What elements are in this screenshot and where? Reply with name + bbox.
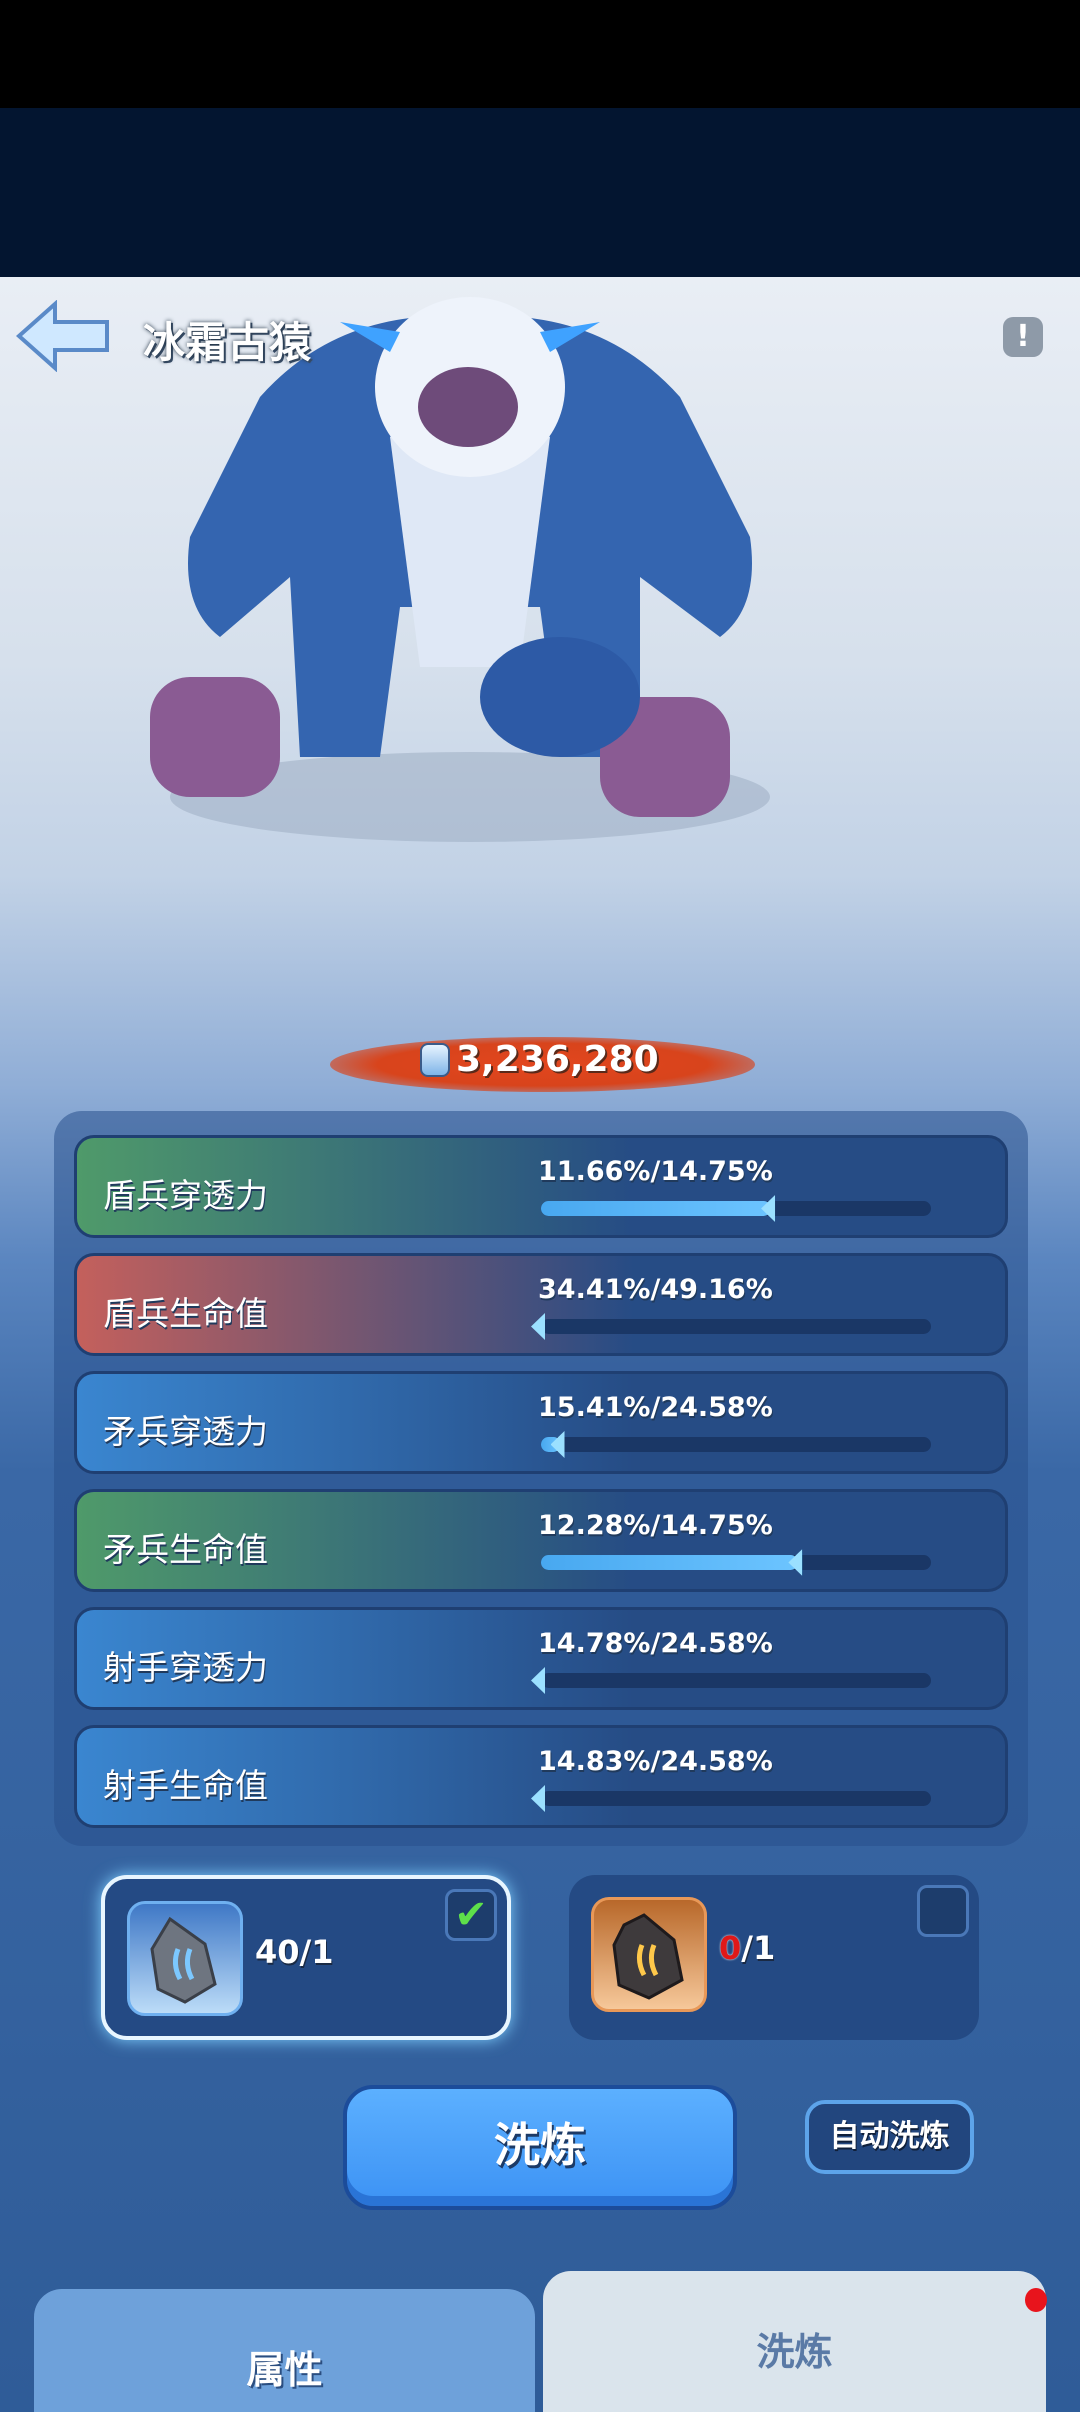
auto-wash-button[interactable]: 自动洗炼 bbox=[805, 2100, 974, 2174]
stat-value: 14.83%/24.58% bbox=[538, 1746, 773, 1777]
stat-row: 矛兵穿透力 15.41%/24.58% bbox=[74, 1371, 1008, 1474]
progress-fill bbox=[541, 1201, 772, 1216]
stat-row: 射手穿透力 14.78%/24.58% bbox=[74, 1607, 1008, 1710]
stat-value: 14.78%/24.58% bbox=[538, 1628, 773, 1659]
progress-tip bbox=[788, 1549, 803, 1576]
stat-label: 射手生命值 bbox=[103, 1766, 268, 1805]
row-highlight bbox=[77, 1374, 634, 1471]
stat-row: 盾兵穿透力 11.66%/14.75% bbox=[74, 1135, 1008, 1238]
combat-power-value: 3,236,280 bbox=[456, 1039, 659, 1080]
power-glow bbox=[330, 1037, 755, 1092]
stat-label: 盾兵穿透力 bbox=[103, 1176, 268, 1215]
progress-bar bbox=[531, 1313, 931, 1340]
progress-bar bbox=[541, 1195, 931, 1222]
top-band bbox=[0, 108, 1080, 277]
progress-bar bbox=[531, 1667, 931, 1694]
row-highlight bbox=[77, 1728, 634, 1825]
checkbox-checked[interactable]: ✔ bbox=[445, 1889, 497, 1941]
back-button[interactable] bbox=[15, 299, 111, 373]
row-highlight bbox=[77, 1138, 634, 1235]
fist-icon bbox=[420, 1042, 450, 1077]
progress-fill bbox=[541, 1555, 799, 1570]
stat-label: 射手穿透力 bbox=[103, 1648, 268, 1687]
stat-value: 12.28%/14.75% bbox=[538, 1510, 773, 1541]
row-highlight bbox=[77, 1256, 634, 1353]
material-count: 40/1 bbox=[255, 1933, 334, 1971]
row-highlight bbox=[77, 1492, 634, 1589]
stat-value: 34.41%/49.16% bbox=[538, 1274, 773, 1305]
stat-label: 矛兵生命值 bbox=[103, 1530, 268, 1569]
status-bar bbox=[0, 0, 1080, 108]
stat-label: 矛兵穿透力 bbox=[103, 1412, 268, 1451]
stat-label: 盾兵生命值 bbox=[103, 1294, 268, 1333]
stat-value: 11.66%/14.75% bbox=[538, 1156, 773, 1187]
progress-bar bbox=[541, 1549, 931, 1576]
exclamation-icon[interactable]: ! bbox=[1003, 317, 1043, 357]
progress-tip bbox=[761, 1195, 776, 1222]
stat-row: 盾兵生命值 34.41%/49.16% bbox=[74, 1253, 1008, 1356]
page-title: 冰霜古猿 bbox=[143, 318, 312, 367]
progress-bar bbox=[531, 1785, 931, 1812]
material-card-gold[interactable]: 0/1 bbox=[569, 1875, 979, 2040]
back-arrow-icon bbox=[15, 299, 109, 373]
combat-power: 3,236,280 bbox=[420, 1039, 720, 1080]
row-highlight bbox=[77, 1610, 634, 1707]
stat-value: 15.41%/24.58% bbox=[538, 1392, 773, 1423]
stats-panel: 盾兵穿透力 11.66%/14.75% 盾兵生命值 34.41%/49.16% … bbox=[54, 1111, 1028, 1846]
blue-stone-icon bbox=[127, 1901, 243, 2016]
wash-button[interactable]: 洗炼 bbox=[343, 2085, 737, 2210]
progress-bar bbox=[541, 1431, 931, 1458]
stat-row: 矛兵生命值 12.28%/14.75% bbox=[74, 1489, 1008, 1592]
tab-attributes[interactable]: 属性 bbox=[34, 2289, 535, 2412]
game-screen: 冰霜古猿 ! 3,236,280 盾兵穿透力 11.66%/14.75% 盾兵生… bbox=[0, 277, 1080, 2412]
gold-stone-icon bbox=[591, 1897, 707, 2012]
material-card-blue[interactable]: 40/1 ✔ bbox=[101, 1875, 511, 2040]
tab-wash[interactable]: 洗炼 bbox=[543, 2271, 1046, 2412]
stat-row: 射手生命值 14.83%/24.58% bbox=[74, 1725, 1008, 1828]
monster-model bbox=[150, 297, 770, 842]
material-count: 0/1 bbox=[719, 1929, 776, 1967]
checkbox-unchecked[interactable] bbox=[917, 1885, 969, 1937]
notification-badge bbox=[1025, 2288, 1047, 2312]
